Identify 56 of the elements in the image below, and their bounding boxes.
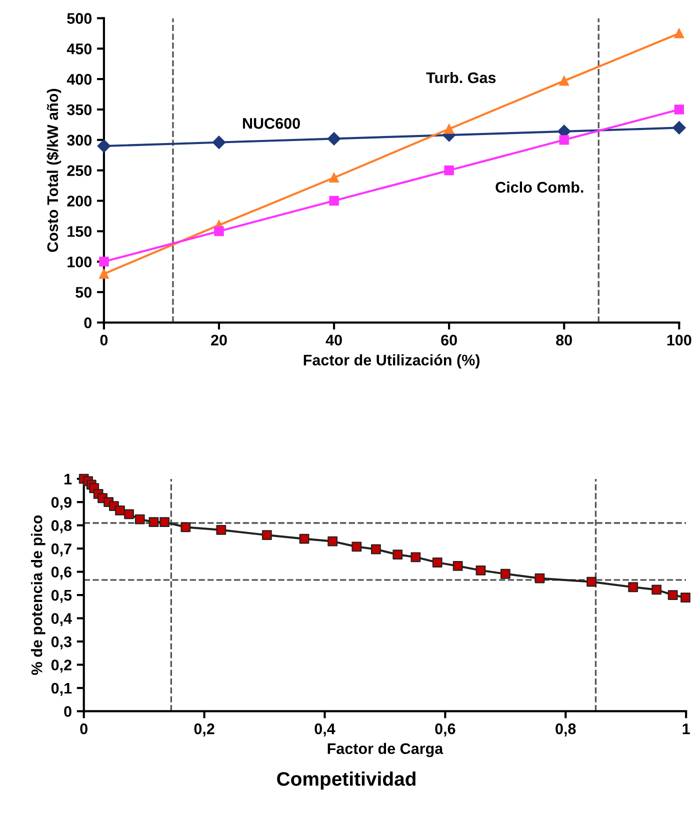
- point: [444, 166, 454, 176]
- point: [97, 139, 111, 153]
- point: [214, 226, 224, 236]
- y-tick-label: 0,7: [51, 543, 72, 556]
- y-tick-label: 100: [68, 256, 92, 268]
- y-axis-title: % de potencia de pico: [31, 515, 46, 675]
- point: [672, 121, 686, 134]
- y-tick-label: 0: [64, 706, 72, 717]
- y-tick-label: 450: [66, 43, 92, 54]
- x-tick-label: 80: [556, 334, 572, 346]
- y-tick-label: 0: [84, 317, 92, 328]
- y-tick-label: 50: [76, 286, 92, 298]
- point: [329, 172, 339, 183]
- y-tick-label: 0,9: [51, 496, 72, 510]
- point: [99, 268, 109, 279]
- point: [329, 196, 339, 206]
- x-tick-label: 0,2: [194, 723, 214, 736]
- x-tick-label: 40: [326, 334, 342, 346]
- y-axis-title: Costo Total ($/kW año): [46, 88, 62, 252]
- x-axis-title: Factor de Utilización (%): [304, 354, 480, 369]
- series-label: NUC600: [243, 118, 300, 129]
- y-tick-label: 200: [67, 196, 92, 206]
- x-tick-label: 0,4: [314, 723, 336, 736]
- y-tick-label: 0,6: [51, 566, 72, 580]
- y-tick-label: 0,1: [51, 682, 72, 696]
- y-tick-label: 0,5: [51, 590, 72, 603]
- y-tick-label: 0,3: [51, 636, 72, 650]
- point: [444, 124, 454, 134]
- point: [559, 76, 569, 86]
- y-tick-label: 350: [67, 104, 92, 116]
- y-tick-label: 300: [67, 134, 92, 146]
- x-tick-label: 0,6: [435, 723, 456, 736]
- x-tick-label: 100: [667, 334, 692, 346]
- x-axis-title: Factor de Carga: [328, 742, 444, 758]
- y-tick-label: 0,2: [51, 660, 72, 673]
- series-label: Ciclo Comb.: [496, 182, 584, 193]
- point: [674, 28, 684, 38]
- x-tick-label: 0,8: [556, 723, 576, 736]
- y-tick-label: 400: [66, 74, 92, 85]
- point: [674, 104, 684, 114]
- point: [99, 256, 109, 267]
- series-label: Turb. Gas: [426, 72, 496, 84]
- y-tick-label: 500: [67, 13, 92, 24]
- x-tick-label: 1: [682, 724, 690, 734]
- point: [327, 132, 341, 146]
- y-tick-label: 150: [68, 226, 92, 237]
- x-tick-label: 60: [441, 334, 457, 346]
- y-tick-label: 1: [64, 474, 72, 484]
- y-tick-label: 0,8: [51, 520, 72, 534]
- x-tick-label: 0: [100, 334, 108, 346]
- point: [212, 136, 226, 149]
- point: [559, 135, 569, 145]
- x-tick-label: 20: [211, 334, 227, 346]
- y-tick-label: 250: [67, 165, 92, 176]
- text: Competitividad: [277, 772, 416, 790]
- y-tick-label: 0,4: [51, 613, 72, 626]
